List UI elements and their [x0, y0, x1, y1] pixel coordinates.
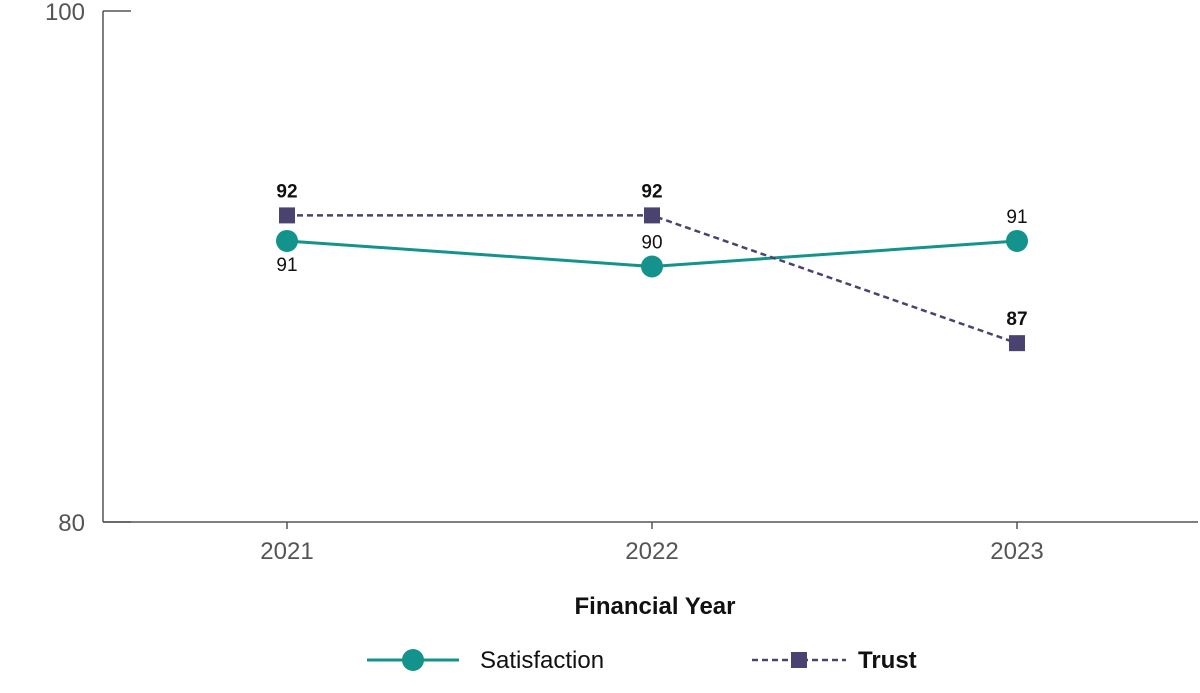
data-labels: 91 90 91 92 92 87 [276, 181, 1027, 330]
y-tick-label: 80 [58, 510, 85, 537]
data-label: 90 [641, 233, 662, 254]
x-tick-label: 2022 [625, 538, 678, 565]
x-axis-title: Financial Year [575, 593, 736, 620]
axes-layer [102, 10, 1198, 529]
data-label: 92 [641, 181, 662, 202]
point-marker [644, 207, 660, 224]
x-tick-label: 2021 [260, 538, 313, 565]
legend-label: Trust [858, 647, 917, 674]
point-marker [276, 229, 298, 252]
point-marker [279, 207, 295, 224]
series-satisfaction [276, 229, 1028, 278]
data-label: 87 [1006, 309, 1027, 330]
x-tick-label: 2023 [990, 538, 1043, 565]
legend-item-trust: Trust [752, 647, 917, 674]
data-label: 92 [276, 181, 297, 202]
data-label: 91 [276, 255, 297, 276]
series-layer [276, 207, 1028, 352]
legend-swatch-marker [402, 649, 424, 671]
point-marker [641, 255, 663, 278]
legend-label: Satisfaction [480, 647, 604, 674]
point-marker [1006, 229, 1028, 252]
legend: Satisfaction Trust [367, 647, 917, 674]
series-trust [279, 207, 1025, 352]
y-tick-labels: 100 80 [45, 0, 85, 537]
y-tick-label: 100 [45, 0, 85, 26]
legend-swatch-marker [791, 652, 807, 668]
x-tick-labels: 2021 2022 2023 [260, 538, 1043, 565]
point-marker [1009, 335, 1025, 352]
legend-item-satisfaction: Satisfaction [367, 647, 604, 674]
data-label: 91 [1006, 207, 1027, 228]
